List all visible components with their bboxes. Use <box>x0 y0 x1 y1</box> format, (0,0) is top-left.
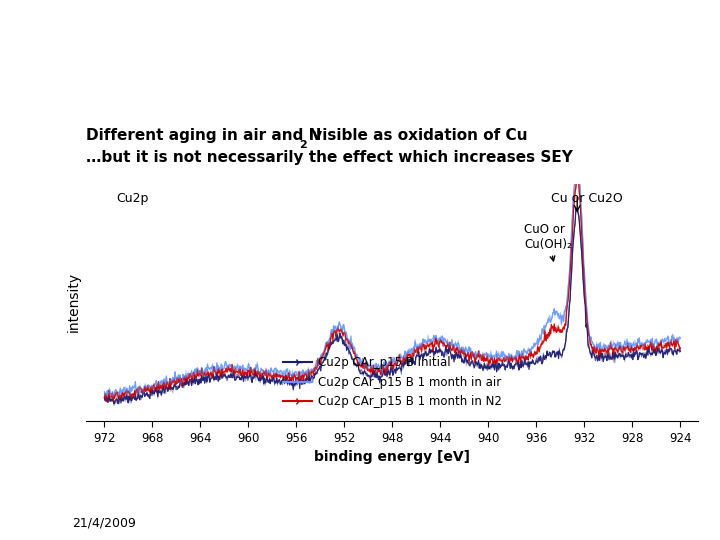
Legend: Cu2p CAr_p15 B initial, Cu2p CAr_p15 B 1 month in air, Cu2p CAr_p15 B 1 month in: Cu2p CAr_p15 B initial, Cu2p CAr_p15 B 1… <box>278 352 507 413</box>
Text: CuO or
Cu(OH)₂: CuO or Cu(OH)₂ <box>524 222 572 261</box>
Text: Different aging in air and N: Different aging in air and N <box>86 128 322 143</box>
Text: 21/4/2009: 21/4/2009 <box>72 516 136 529</box>
Y-axis label: intensity: intensity <box>67 272 81 333</box>
Text: visible as oxidation of Cu: visible as oxidation of Cu <box>307 128 528 143</box>
X-axis label: binding energy [eV]: binding energy [eV] <box>315 450 470 464</box>
Text: 2: 2 <box>300 139 307 150</box>
Text: …but it is not necessarily the effect which increases SEY: …but it is not necessarily the effect wh… <box>86 150 573 165</box>
Text: Cu or Cu2O: Cu or Cu2O <box>551 192 623 205</box>
Text: Cu2p: Cu2p <box>117 192 149 205</box>
